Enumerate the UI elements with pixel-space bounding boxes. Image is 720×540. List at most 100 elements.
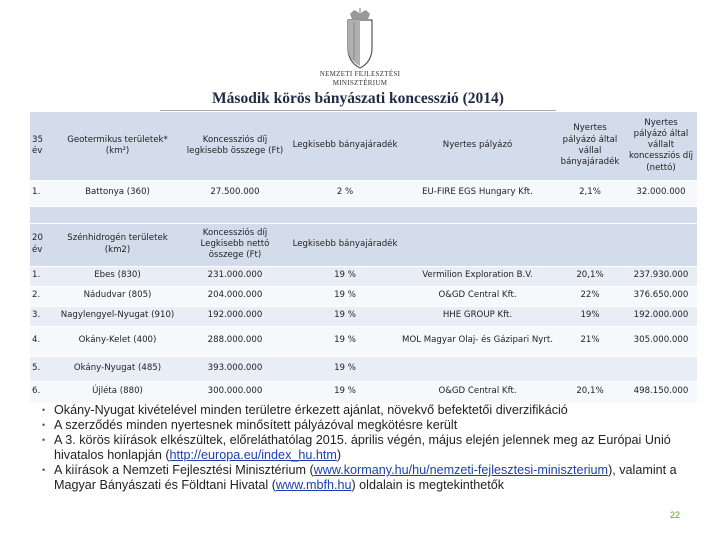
table-cell: 5.: [30, 356, 55, 381]
bullet-text: A szerződés minden nyertesnek minősített…: [54, 418, 458, 432]
table-cell: [625, 206, 697, 223]
table-cell: 20 év: [30, 223, 55, 266]
table-cell: 19 %: [290, 356, 400, 381]
table-cell: 204.000.000: [180, 286, 290, 306]
table-cell: 231.000.000: [180, 266, 290, 286]
table-cell: 19 %: [290, 266, 400, 286]
table-cell: MOL Magyar Olaj- és Gázipari Nyrt.: [400, 326, 555, 356]
table-cell: [625, 356, 697, 381]
table-cell: Koncessziós díj Legkisebb nettó összege …: [180, 223, 290, 266]
table-cell: Nyertes pályázó által vállal bányajáradé…: [555, 112, 625, 180]
table-cell: 305.000.000: [625, 326, 697, 356]
table-cell: 192.000.000: [180, 306, 290, 326]
table-cell: O&GD Central Kft.: [400, 286, 555, 306]
table-cell: Szénhidrogén területek (km2): [55, 223, 180, 266]
concession-table: 35 év Geotermikus területek* (km²) Koncess…: [30, 112, 697, 404]
table-row: 1. Ebes (830) 231.000.000 19 % Vermilion Exp…: [30, 266, 697, 286]
table-cell: 19 %: [290, 306, 400, 326]
table-cell: 6.: [30, 381, 55, 403]
table-cell: [400, 223, 555, 266]
table-cell: 19 %: [290, 381, 400, 403]
bullet-text: ) oldalain is megtekinthetők: [351, 478, 505, 492]
table-cell: [290, 206, 400, 223]
table-cell: Vermilion Exploration B.V.: [400, 266, 555, 286]
table-row: 4. Okány-Kelet (400) 288.000.000 19 % MOL Ma…: [30, 326, 697, 356]
table-cell: [30, 206, 55, 223]
table-cell: [55, 206, 180, 223]
table-cell: [625, 223, 697, 266]
table-cell: 300.000.000: [180, 381, 290, 403]
table-cell: O&GD Central Kft.: [400, 381, 555, 403]
table-cell: Nagylengyel-Nyugat (910): [55, 306, 180, 326]
table-cell: 2.: [30, 286, 55, 306]
table-cell: Okány-Kelet (400): [55, 326, 180, 356]
bullet-text: Okány-Nyugat kivételével minden területr…: [54, 403, 568, 417]
table-cell: 393.000.000: [180, 356, 290, 381]
table-cell: HHE GROUP Kft.: [400, 306, 555, 326]
table-cell: [555, 206, 625, 223]
table-cell: 288.000.000: [180, 326, 290, 356]
bullet-list: Okány-Nyugat kivételével minden területr…: [40, 403, 704, 493]
table-cell: 1.: [30, 180, 55, 206]
link[interactable]: www.mbfh.hu: [275, 478, 352, 492]
slide-title: Második körös bányászati koncesszió (201…: [160, 90, 556, 111]
bullet-item: A szerződés minden nyertesnek minősített…: [42, 418, 704, 433]
table-cell: 20,1%: [555, 381, 625, 403]
table-cell: 498.150.000: [625, 381, 697, 403]
table-cell: 21%: [555, 326, 625, 356]
table-cell: 376.650.000: [625, 286, 697, 306]
table-cell: Ebes (830): [55, 266, 180, 286]
bullet-item: Okány-Nyugat kivételével minden területr…: [42, 403, 704, 418]
table-cell: 3.: [30, 306, 55, 326]
table-cell: [555, 223, 625, 266]
table-cell: 19 %: [290, 286, 400, 306]
table-cell: Battonya (360): [55, 180, 180, 206]
logo-line: NEMZETI FEJLESZTÉSI: [319, 70, 401, 78]
table-row: 5. Okány-Nyugat (485) 393.000.000 19 %: [30, 356, 697, 381]
table-row: 35 év Geotermikus területek* (km²) Koncess…: [30, 112, 697, 180]
table-cell: Nádudvar (805): [55, 286, 180, 306]
table-cell: Okány-Nyugat (485): [55, 356, 180, 381]
table-cell: 22%: [555, 286, 625, 306]
table-cell: Nyertes pályázó: [400, 112, 555, 180]
table-row: 3. Nagylengyel-Nyugat (910) 192.000.000 19 …: [30, 306, 697, 326]
table-cell: Geotermikus területek* (km²): [55, 112, 180, 180]
table-cell: Újléta (880): [55, 381, 180, 403]
table-cell: [400, 356, 555, 381]
table-cell: [555, 356, 625, 381]
bullet-text: A kiírások a Nemzeti Fejlesztési Miniszt…: [54, 463, 314, 477]
table-cell: 27.500.000: [180, 180, 290, 206]
table-cell: 35 év: [30, 112, 55, 180]
logo-line: MINISZTÉRIUM: [332, 79, 388, 87]
table-cell: Koncessziós díj legkisebb összege (Ft): [180, 112, 290, 180]
bullet-item: A kiírások a Nemzeti Fejlesztési Miniszt…: [42, 463, 704, 493]
table-row: 6. Újléta (880) 300.000.000 19 % O&GD Centra…: [30, 381, 697, 403]
link[interactable]: www.kormany.hu/hu/nemzeti-fejlesztesi-mi…: [313, 463, 609, 477]
table-row: [30, 206, 697, 223]
table-cell: 19 %: [290, 326, 400, 356]
table-cell: 2 %: [290, 180, 400, 206]
bullet-item: A 3. körös kiírások elkészültek, előrelá…: [42, 433, 704, 463]
table-cell: 4.: [30, 326, 55, 356]
table-cell: 237.930.000: [625, 266, 697, 286]
table-cell: 19%: [555, 306, 625, 326]
table-cell: 20,1%: [555, 266, 625, 286]
table-cell: Nyertes pályázó által vállalt koncesszió…: [625, 112, 697, 180]
table-cell: Legkisebb bányajáradék: [290, 223, 400, 266]
page-number: 22: [670, 510, 681, 520]
bullet-text: ), valamint a Magyar Bányászati és Földt…: [54, 463, 677, 492]
table-cell: 2,1%: [555, 180, 625, 206]
table-cell: 32.000.000: [625, 180, 697, 206]
table-cell: 192.000.000: [625, 306, 697, 326]
table-cell: [180, 206, 290, 223]
logo-emblem: [347, 8, 373, 69]
table-cell: 1.: [30, 266, 55, 286]
link[interactable]: http://europa.eu/index_hu.htm: [169, 448, 337, 462]
table-row: 20 év Szénhidrogén területek (km2) Koncess…: [30, 223, 697, 266]
table-cell: Legkisebb bányajáradék: [290, 112, 400, 180]
bullet-text: A 3. körös kiírások elkészültek, előrelá…: [54, 433, 671, 462]
table-row: 2. Nádudvar (805) 204.000.000 19 % O&GD Cent…: [30, 286, 697, 306]
table-cell: EU-FIRE EGS Hungary Kft.: [400, 180, 555, 206]
bullet-text: ): [336, 448, 342, 462]
